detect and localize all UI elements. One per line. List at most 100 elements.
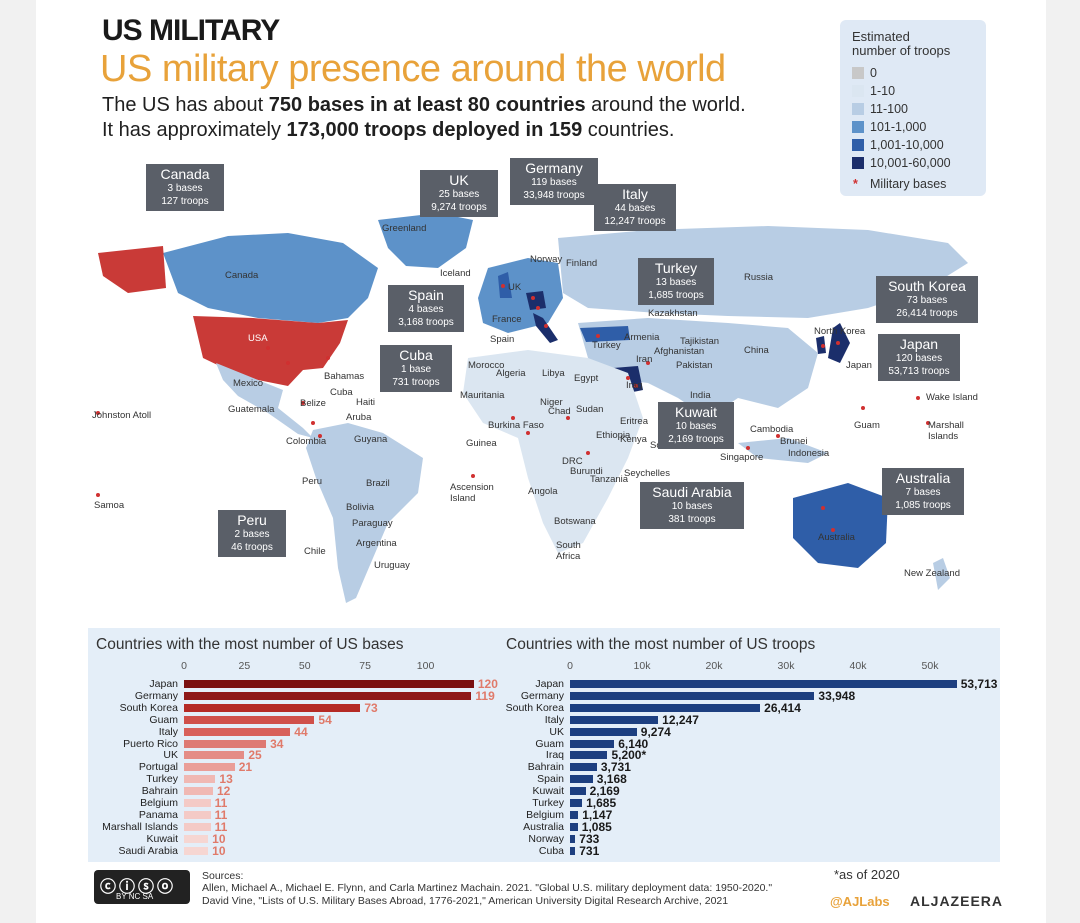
callout-country: Italy <box>622 186 648 202</box>
category-label: UK <box>549 725 564 738</box>
legend-title-line: number of troops <box>852 43 951 58</box>
map-label: Singapore <box>720 452 764 463</box>
map-label: Iceland <box>440 268 471 279</box>
cc-label: BY NC SA <box>116 892 154 901</box>
bar <box>570 810 579 819</box>
value-label: 12,247 <box>662 712 699 727</box>
category-label: Portugal <box>138 761 178 774</box>
bar <box>184 691 472 700</box>
map-label: Canada <box>225 270 259 281</box>
map-label: Pakistan <box>676 360 713 371</box>
axis-tick-label: 50k <box>921 660 939 672</box>
map-label: Guatemala <box>228 404 275 415</box>
legend-title: Estimated number of troops <box>852 30 950 58</box>
map-label: Iran <box>636 354 653 365</box>
callout-peru: Peru 2 bases 46 troops <box>218 510 286 557</box>
australia-shape <box>793 483 888 568</box>
page-subtitle: US military presence around the world <box>100 48 726 90</box>
value-label: 11 <box>214 819 228 834</box>
new-zealand-shape <box>933 558 950 590</box>
lede-text: around the world. <box>585 94 746 116</box>
category-label: Japan <box>535 678 564 690</box>
alaska-shape <box>98 246 166 293</box>
bar <box>570 727 637 736</box>
map-label: China <box>744 345 769 356</box>
callout-bases: 10 bases <box>675 421 717 432</box>
map-label: USA <box>248 333 268 344</box>
bar <box>570 822 578 831</box>
map-label: Finland <box>566 258 598 269</box>
military-base-markers <box>96 284 930 532</box>
value-label: 1,147 <box>582 807 613 822</box>
bar <box>570 739 615 748</box>
value-label: 25 <box>248 748 262 763</box>
ajlabs-handle: @AJLabs <box>830 894 890 909</box>
axis-tick-label: 30k <box>777 660 795 672</box>
map-label: Haiti <box>356 397 376 408</box>
map-label: Norway <box>530 254 563 265</box>
value-label: 11 <box>214 796 228 810</box>
value-label: 53,713 <box>960 677 998 691</box>
axis-tick-label: 25 <box>238 660 251 672</box>
value-label: 2,169 <box>589 784 620 799</box>
map-label: Burundi <box>570 466 603 477</box>
map-label: Uruguay <box>374 560 410 571</box>
callout-troops: 2,169 troops <box>668 434 724 445</box>
map-label: Marshall Islands <box>928 420 964 442</box>
category-label: Saudi Arabia <box>118 844 178 857</box>
map-label: UK <box>508 282 522 293</box>
lede-line-1: The US has about 750 bases in at least 8… <box>102 94 746 117</box>
map-label: Turkey <box>592 340 621 351</box>
value-label: 9,274 <box>640 724 671 739</box>
value-label: 12 <box>216 784 231 799</box>
bar <box>184 810 211 819</box>
callout-country: Japan <box>899 336 939 352</box>
bar <box>570 763 597 772</box>
bar <box>570 691 815 700</box>
category-label: Panama <box>138 808 178 821</box>
map-label: South Africa <box>556 540 581 562</box>
callout-kuwait: Kuwait 10 bases 2,169 troops <box>658 402 734 449</box>
map-label: New Zealand <box>904 568 960 579</box>
uk-shape <box>498 272 512 298</box>
category-label: Guam <box>149 713 178 726</box>
callout-italy: Italy 44 bases 12,247 troops <box>594 184 676 231</box>
lede-text: countries. <box>582 119 675 141</box>
callout-country: Australia <box>895 470 951 486</box>
map-label: Kenya <box>620 434 647 445</box>
callout-uk: UK 25 bases 9,274 troops <box>420 170 498 217</box>
value-label: 13 <box>219 772 233 787</box>
map-label: Sudan <box>576 404 604 415</box>
map-label: Niger <box>540 397 563 408</box>
bar <box>570 846 576 855</box>
map-label: Armenia <box>624 332 660 343</box>
value-label: 3,731 <box>600 760 631 775</box>
map-label: Japan <box>846 360 872 371</box>
map-label: Bahamas <box>324 371 365 382</box>
legend-swatch <box>852 85 864 97</box>
category-label: Turkey <box>532 797 564 809</box>
axis-tick-label: 0 <box>567 660 573 672</box>
callout-turkey: Turkey 13 bases 1,685 troops <box>638 258 714 305</box>
callout-country: Turkey <box>654 260 698 276</box>
cc-icons: ⓒⓘⓢⓞ <box>100 879 177 896</box>
map-label: Johnston Atoll <box>92 410 152 421</box>
map-label: Brunei <box>780 436 808 447</box>
source-1: Allen, Michael A., Michael E. Flynn, and… <box>202 882 773 894</box>
bar <box>184 680 474 688</box>
value-label: 120 <box>477 677 498 691</box>
category-label: Belgium <box>140 797 178 809</box>
south-america-shape <box>306 423 423 603</box>
troops-legend: Estimated number of troops 0 1-10 11-100 … <box>840 20 986 196</box>
value-label: 54 <box>318 712 332 727</box>
map-label: Guyana <box>354 434 388 445</box>
indonesia-shape <box>738 438 828 463</box>
map-label: Greenland <box>382 223 427 234</box>
greenland-shape <box>378 213 473 268</box>
map-label: Cambodia <box>750 424 794 435</box>
map-label: Egypt <box>574 373 599 384</box>
map-label: Chile <box>304 546 326 557</box>
italy-shape <box>533 313 558 343</box>
map-label: Mauritania <box>460 390 505 401</box>
category-label: Kuwait <box>532 785 564 798</box>
